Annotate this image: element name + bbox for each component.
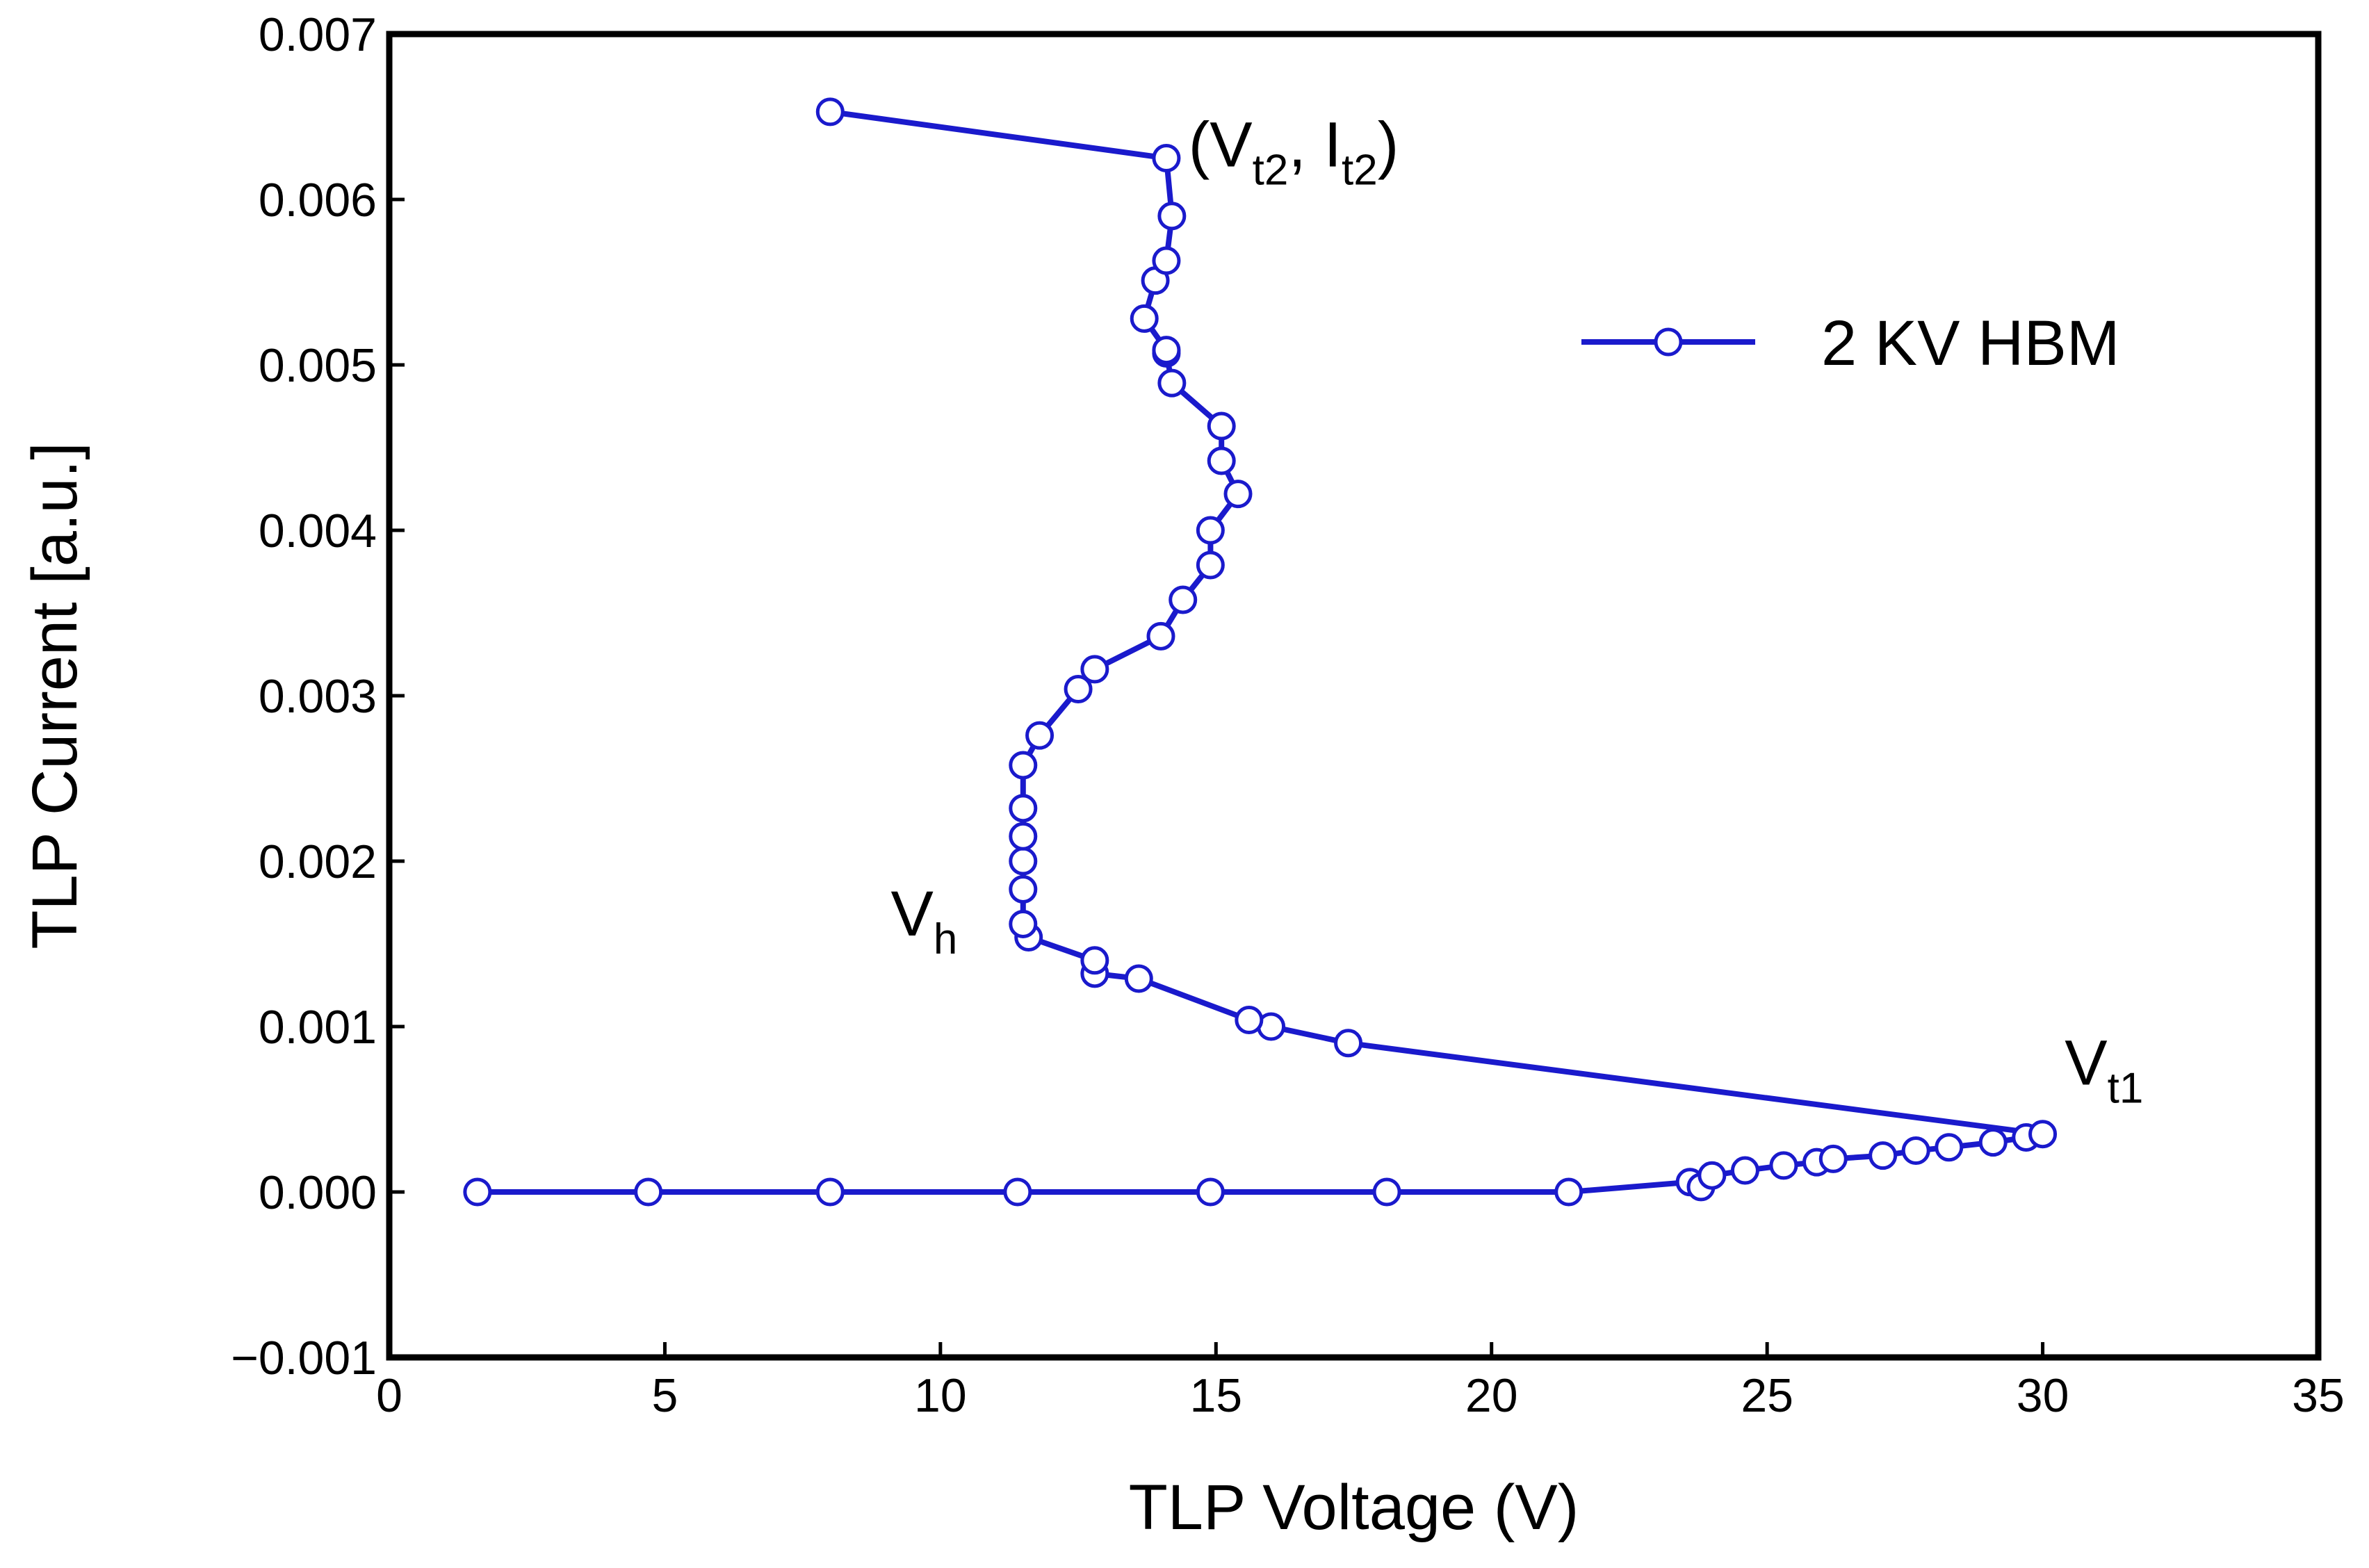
data-point: [1152, 144, 1181, 172]
data-point: [1146, 621, 1175, 651]
data-point: [1334, 1029, 1363, 1058]
x-tick-label: 35: [2292, 1369, 2345, 1422]
data-point: [1978, 1128, 2008, 1157]
data-point: [1157, 202, 1187, 231]
data-point: [1372, 1177, 1401, 1207]
data-point: [1235, 1005, 1264, 1034]
data-point: [1152, 336, 1181, 365]
data-point: [1009, 874, 1038, 904]
data-point: [815, 97, 845, 126]
data-point: [2028, 1120, 2058, 1149]
data-point: [1769, 1151, 1798, 1180]
data-point: [1064, 674, 1093, 703]
annotations: (Vt2, It2) Vh Vt1: [891, 109, 2144, 1112]
data-point: [1009, 847, 1038, 876]
data-point: [1207, 411, 1236, 441]
x-tick-label: 0: [376, 1369, 402, 1422]
data-point: [1196, 516, 1225, 545]
data-point: [1169, 585, 1198, 614]
y-ticks: −0.001 0.000 0.001 0.002 0.003 0.004 0.005 0.00…: [231, 8, 405, 1385]
annotation-vt1: Vt1: [2065, 1027, 2143, 1112]
y-tick-label: 0.001: [259, 1001, 377, 1054]
y-tick-label: 0.002: [259, 835, 377, 888]
y-tick-label: 0.003: [259, 670, 377, 723]
plot-frame: [386, 31, 2322, 1361]
data-point: [1009, 909, 1038, 938]
data-point: [634, 1177, 663, 1207]
y-tick-label: 0.006: [259, 174, 377, 227]
data-point: [1003, 1177, 1032, 1207]
data-point: [1080, 946, 1109, 975]
y-tick-label: −0.001: [231, 1332, 377, 1385]
data-point: [1901, 1136, 1930, 1165]
x-tick-label: 10: [914, 1369, 967, 1422]
data-point: [1009, 794, 1038, 823]
y-tick-label: 0.007: [259, 8, 377, 61]
data-point: [1935, 1133, 1964, 1162]
data-point: [1025, 721, 1055, 750]
data-point: [1207, 446, 1236, 475]
annotation-vh: Vh: [891, 879, 958, 963]
data-point: [1730, 1156, 1759, 1185]
data-point: [1130, 304, 1159, 333]
y-tick-label: 0.004: [259, 505, 377, 557]
plot-marks: [463, 97, 2058, 1207]
legend: 2 KV HBM: [1581, 308, 2119, 379]
x-tick-label: 30: [2017, 1369, 2069, 1422]
x-ticks: 0 5 10 15 20 25 30 35: [376, 1342, 2345, 1422]
y-axis-title: TLP Current [a.u.]: [19, 442, 90, 949]
data-point: [1554, 1177, 1584, 1207]
data-point: [1009, 751, 1038, 780]
x-tick-label: 20: [1465, 1369, 1518, 1422]
legend-label: 2 KV HBM: [1821, 308, 2119, 379]
data-point: [1152, 246, 1181, 275]
plot-frame-group: [386, 31, 2322, 1361]
y-tick-label: 0.005: [259, 339, 377, 392]
data-point: [1818, 1144, 1848, 1173]
data-point: [1124, 964, 1153, 993]
x-tick-label: 5: [652, 1369, 678, 1422]
data-point: [1196, 550, 1225, 580]
x-tick-label: 25: [1741, 1369, 1793, 1422]
data-point: [1223, 480, 1253, 509]
data-point: [1698, 1161, 1727, 1190]
data-point: [1869, 1141, 1898, 1170]
data-point: [1080, 655, 1109, 684]
data-point: [815, 1177, 845, 1207]
data-point: [1009, 822, 1038, 851]
data-point: [1196, 1177, 1225, 1207]
legend-marker: [1654, 327, 1683, 357]
annotation-vt2-it2: (Vt2, It2): [1189, 109, 1399, 194]
data-point: [463, 1177, 492, 1207]
x-tick-label: 15: [1189, 1369, 1242, 1422]
data-point: [1157, 368, 1187, 398]
x-axis-title: TLP Voltage (V): [1129, 1472, 1579, 1543]
y-tick-label: 0.000: [259, 1166, 377, 1219]
